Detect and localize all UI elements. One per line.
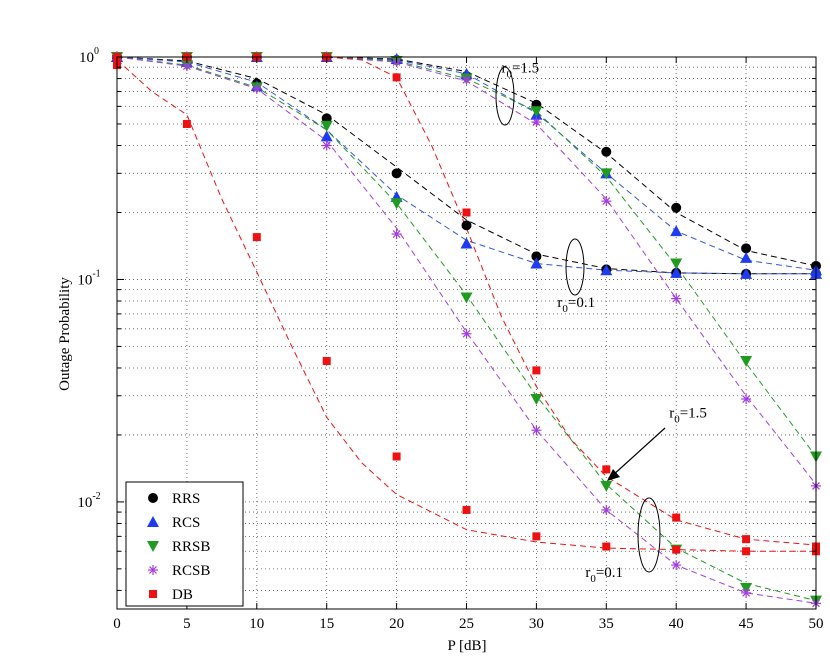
legend-label-rrsb: RRSB — [172, 539, 210, 555]
x-tick-label: 10 — [249, 616, 264, 632]
marker-db — [672, 545, 681, 554]
annotation-r01-bottom: r0=0.1 — [585, 565, 623, 585]
marker-db — [392, 73, 401, 82]
marker-rcsb — [671, 293, 682, 304]
legend-label-rcsb: RCSB — [172, 563, 210, 579]
marker-rcs — [670, 225, 683, 237]
marker-rcsb — [461, 74, 472, 85]
marker-db — [322, 356, 331, 365]
marker-rrs — [601, 146, 612, 157]
marker-db — [462, 208, 471, 217]
marker-rrsb — [530, 106, 543, 118]
marker-rrs — [391, 168, 402, 179]
x-axis-label: P [dB] — [447, 638, 486, 654]
legend-marker-db — [149, 590, 157, 598]
marker-rrsb — [600, 480, 613, 492]
x-tick-label: 35 — [599, 616, 614, 632]
marker-rcsb — [461, 328, 472, 339]
legend-box — [125, 481, 244, 607]
axis-ticks — [116, 56, 817, 609]
marker-rcsb — [321, 140, 332, 151]
marker-db — [392, 452, 401, 461]
marker-rrs — [461, 220, 472, 231]
marker-db — [742, 547, 751, 556]
x-tick-label: 30 — [529, 616, 544, 632]
x-tick-label: 45 — [739, 616, 754, 632]
marker-rcsb — [741, 394, 752, 405]
marker-rcs — [320, 130, 333, 142]
marker-rcsb — [391, 229, 402, 240]
x-tick-label: 50 — [809, 616, 824, 632]
marker-rcsb — [741, 587, 752, 598]
marker-db — [602, 542, 611, 551]
marker-db — [742, 535, 751, 544]
marker-rcsb — [601, 504, 612, 515]
marker-db — [672, 513, 681, 522]
annotation-ellipse-r01-bottom — [637, 497, 661, 573]
marker-rcs — [530, 257, 543, 269]
marker-rrsb — [530, 394, 543, 406]
marker-rcsb — [601, 196, 612, 207]
annotation-r01-mid: r0=0.1 — [557, 295, 595, 315]
legend-marker-rcsb — [148, 565, 158, 575]
marker-rcsb — [531, 117, 542, 128]
marker-rcs — [740, 251, 753, 263]
marker-rcs — [670, 266, 683, 278]
y-axis-label: Outage Probability — [57, 277, 73, 391]
annotation-r15-top: r0=1.5 — [501, 61, 539, 81]
marker-rrsb — [670, 258, 683, 270]
annotation-shapes — [495, 66, 666, 573]
y-tick-labels: 10-2 10-1 100 — [77, 46, 100, 511]
marker-rrs — [321, 113, 332, 124]
marker-db — [602, 465, 611, 474]
marker-rcsb — [671, 560, 682, 571]
annotation-ellipse-r15-top — [495, 66, 515, 126]
marker-rrs — [671, 202, 682, 213]
marker-rrs — [741, 243, 752, 254]
marker-rcsb — [531, 425, 542, 436]
marker-rcs — [460, 237, 473, 249]
annotation-ellipse-r01-mid — [565, 238, 585, 296]
x-tick-label: 25 — [459, 616, 474, 632]
legend-label-rcs: RCS — [172, 515, 200, 531]
legend-marker-rrsb — [147, 541, 159, 552]
curve-rcs — [116, 56, 816, 275]
marker-db — [182, 119, 191, 128]
annotation-r15-bottom: r0=1.5 — [669, 405, 707, 425]
legend-entries: RRS RCS RRSB RCSB DB — [147, 491, 210, 603]
annotations: r0=1.5 r0=0.1 r0=1.5 r0=0.1 — [501, 61, 706, 585]
x-tick-label: 40 — [669, 616, 684, 632]
x-tick-label: 5 — [183, 616, 191, 632]
marker-rcs — [600, 264, 613, 276]
marker-db — [462, 505, 471, 514]
curve-rrs — [116, 56, 816, 275]
marker-db — [252, 233, 261, 242]
marker-rrsb — [460, 292, 473, 304]
marker-db — [532, 532, 541, 541]
curve-db — [116, 59, 816, 552]
marker-rrsb — [600, 168, 613, 180]
legend: RRS RCS RRSB RCSB DB — [125, 481, 244, 607]
y-tick-label: 100 — [79, 46, 99, 66]
marker-rrsb — [390, 198, 403, 210]
legend-marker-rcs — [147, 516, 159, 527]
marker-rcs — [740, 267, 753, 279]
marker-rcsb — [251, 83, 262, 94]
y-tick-label: 10-1 — [77, 268, 100, 288]
x-tick-label: 20 — [389, 616, 404, 632]
legend-marker-rrs — [148, 493, 158, 503]
marker-rrsb — [740, 355, 753, 367]
marker-db — [532, 366, 541, 375]
annotation-arrow-head — [607, 469, 620, 481]
x-tick-label: 0 — [113, 616, 121, 632]
x-tick-label: 15 — [319, 616, 334, 632]
annotation-arrow-line — [611, 427, 666, 477]
y-tick-label: 10-2 — [77, 491, 100, 511]
marker-rrs — [531, 251, 542, 262]
legend-label-db: DB — [172, 587, 193, 603]
x-tick-labels: 0 5 10 15 20 25 30 35 40 45 50 — [113, 616, 823, 632]
marker-rrsb — [320, 120, 333, 132]
legend-label-rrs: RRS — [172, 491, 200, 507]
